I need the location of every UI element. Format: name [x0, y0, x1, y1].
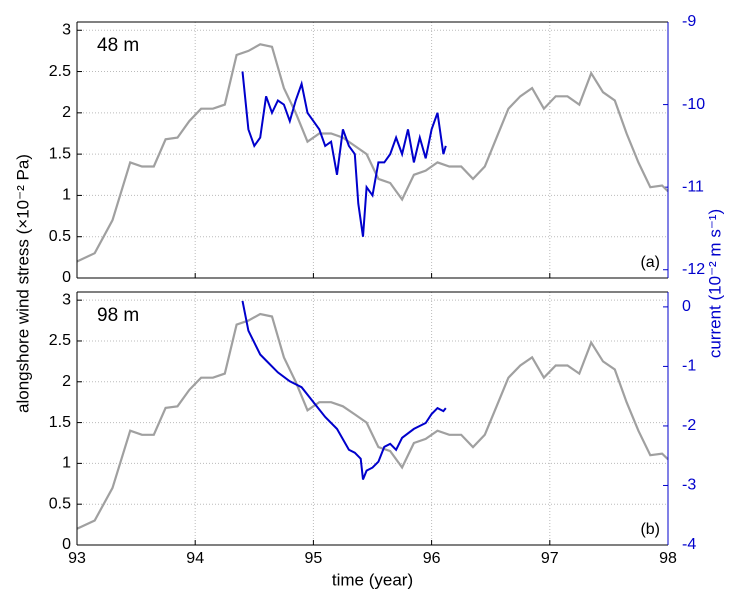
data-line: [241, 71, 447, 237]
y-tick-label: 2.5: [49, 332, 71, 349]
panel-label: 98 m: [97, 305, 139, 326]
y-tick-label: 2: [62, 104, 71, 121]
x-tick-label: 93: [68, 550, 86, 567]
y2-tick-label: -3: [682, 477, 696, 494]
y2-tick-label: 0: [682, 298, 691, 315]
x-axis-label: time (year): [332, 570, 413, 589]
y-tick-label: 0: [62, 269, 71, 286]
y2-tick-label: -12: [682, 261, 705, 278]
y-tick-label: 2.5: [49, 63, 71, 80]
plot-area: [77, 292, 668, 545]
y2-axis-label: current (10⁻² m s⁻¹): [705, 209, 724, 358]
y-tick-label: 0.5: [49, 495, 71, 512]
y2-tick-label: -4: [682, 536, 696, 553]
y-tick-label: 1: [62, 455, 71, 472]
panel-label: 48 m: [97, 35, 139, 56]
corner-label: (b): [640, 521, 660, 538]
x-tick-label: 95: [305, 550, 323, 567]
data-line: [76, 43, 669, 263]
y-axis-label: alongshore wind stress (×10⁻² Pa): [13, 154, 32, 413]
y-tick-label: 3: [62, 291, 71, 308]
x-tick-label: 98: [659, 550, 677, 567]
plot-area: [77, 22, 668, 278]
y-tick-label: 1.5: [49, 414, 71, 431]
y-tick-label: 0.5: [49, 228, 71, 245]
corner-label: (a): [640, 254, 660, 271]
y-tick-label: 2: [62, 373, 71, 390]
y-tick-label: 1: [62, 187, 71, 204]
x-tick-label: 97: [541, 550, 559, 567]
y2-tick-label: -9: [682, 13, 696, 30]
y2-tick-label: -2: [682, 417, 696, 434]
x-tick-label: 96: [423, 550, 441, 567]
y-tick-label: 0: [62, 536, 71, 553]
y-tick-label: 3: [62, 21, 71, 38]
y2-tick-label: -11: [682, 178, 704, 195]
y-tick-label: 1.5: [49, 145, 71, 162]
y2-tick-label: -10: [682, 96, 705, 113]
data-line: [241, 300, 447, 480]
y2-tick-label: -1: [682, 358, 696, 375]
x-tick-label: 94: [186, 550, 204, 567]
